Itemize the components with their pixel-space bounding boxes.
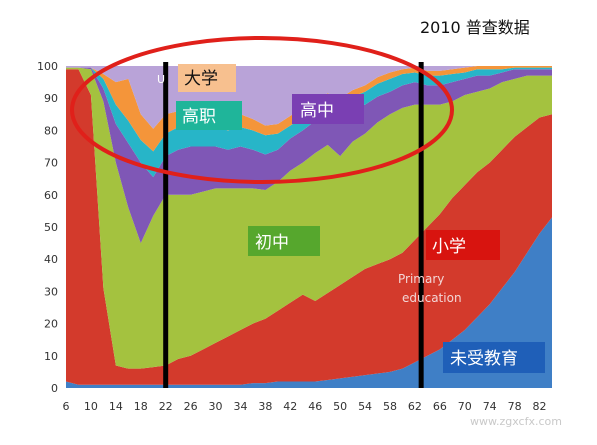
x-tick-label: 70 — [458, 400, 472, 413]
chuzhong-label: 初中 — [255, 233, 289, 253]
y-tick-label: 60 — [44, 189, 58, 202]
x-tick-label: 38 — [258, 400, 272, 413]
x-tick-label: 74 — [483, 400, 497, 413]
x-tick-label: 66 — [433, 400, 447, 413]
watermark: www.zgxcfx.com — [470, 415, 562, 428]
x-axis-ticks: 6 10 14 18 22 26 30 34 38 42 46 50 54 58 62 66 70 74 78 82 — [63, 400, 547, 413]
x-tick-label: 82 — [533, 400, 547, 413]
y-tick-label: 90 — [44, 92, 58, 105]
gaozhong-label-box — [292, 94, 364, 124]
wjy-label-box — [443, 342, 545, 373]
chuzhong-label-box — [248, 226, 320, 256]
y-axis-ticks: 0 10 20 30 40 50 60 70 80 90 100 — [37, 60, 58, 395]
x-tick-label: 22 — [159, 400, 173, 413]
x-tick-label: 34 — [233, 400, 247, 413]
x-tick-label: 58 — [383, 400, 397, 413]
y-tick-label: 70 — [44, 157, 58, 170]
y-tick-label: 10 — [44, 350, 58, 363]
x-tick-label: 50 — [333, 400, 347, 413]
chart-title: 2010 普查数据 — [420, 18, 530, 37]
gaozhong-label: 高中 — [300, 101, 334, 121]
x-tick-label: 46 — [308, 400, 322, 413]
y-tick-label: 40 — [44, 253, 58, 266]
x-tick-label: 10 — [84, 400, 98, 413]
y-tick-label: 80 — [44, 124, 58, 137]
y-tick-label: 30 — [44, 285, 58, 298]
x-tick-label: 54 — [358, 400, 372, 413]
x-tick-label: 26 — [184, 400, 198, 413]
x-tick-label: 78 — [508, 400, 522, 413]
primary-label-line2: education — [402, 291, 462, 305]
y-tick-label: 50 — [44, 221, 58, 234]
xiaoxue-label-box — [426, 230, 500, 260]
y-tick-label: 100 — [37, 60, 58, 73]
x-tick-label: 62 — [408, 400, 422, 413]
gaozhi-label-box — [176, 101, 242, 130]
primary-label-line1: Primary — [398, 272, 444, 286]
highlight-ellipse — [70, 36, 454, 184]
daxue-label: 大学 — [184, 69, 218, 89]
vertical-lines-layer — [163, 62, 424, 388]
daxue-label-box — [178, 64, 236, 92]
x-tick-label: 18 — [134, 400, 148, 413]
small-u-label: U — [157, 73, 165, 86]
y-tick-label: 20 — [44, 318, 58, 331]
gaozhi-label: 高职 — [182, 107, 216, 127]
y-tick-label: 0 — [51, 382, 58, 395]
x-tick-label: 42 — [283, 400, 297, 413]
xiaoxue-label: 小学 — [432, 237, 466, 257]
area-series-3 — [66, 67, 552, 244]
wjy-label: 未受教育 — [450, 349, 518, 369]
x-tick-label: 14 — [109, 400, 123, 413]
area-series-1 — [66, 69, 552, 385]
x-tick-label: 30 — [209, 400, 223, 413]
x-tick-label: 6 — [63, 400, 70, 413]
